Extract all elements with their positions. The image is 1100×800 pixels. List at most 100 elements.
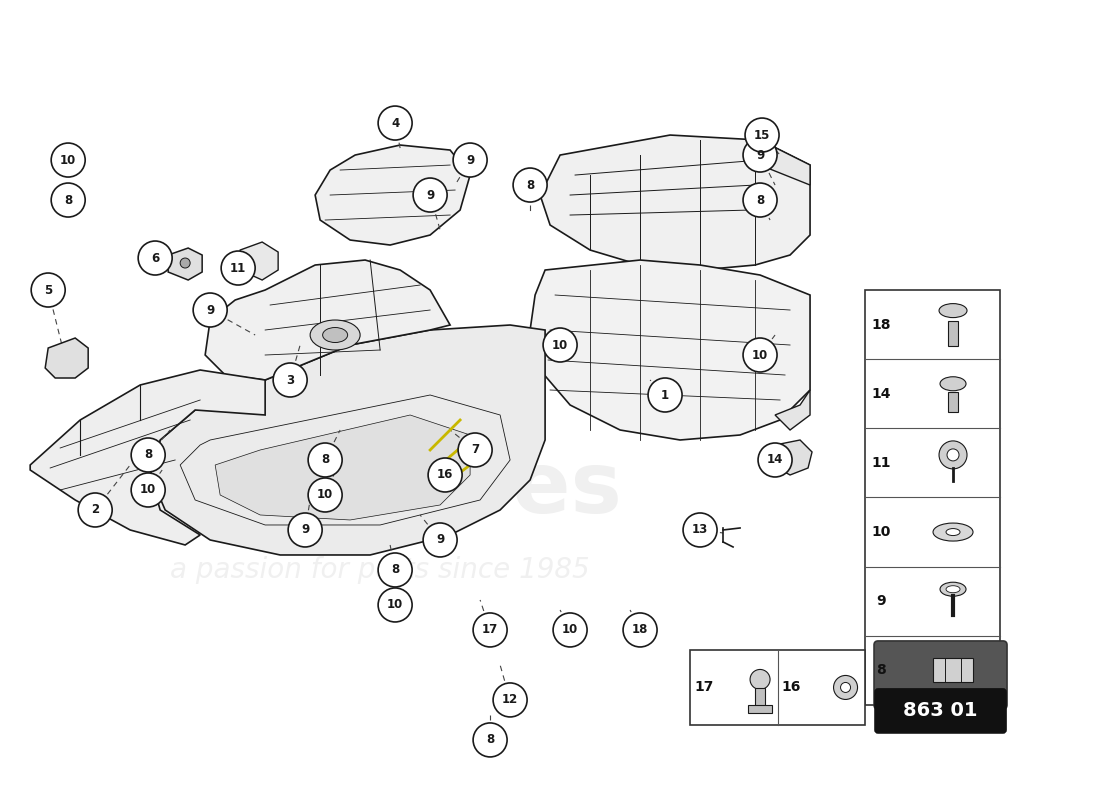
Text: 9: 9 (466, 154, 474, 166)
Text: 16: 16 (437, 469, 453, 482)
FancyBboxPatch shape (690, 650, 865, 725)
Ellipse shape (310, 320, 360, 350)
Text: 9: 9 (436, 534, 444, 546)
Circle shape (840, 682, 850, 693)
Circle shape (543, 328, 578, 362)
Polygon shape (216, 415, 470, 520)
Circle shape (453, 143, 487, 177)
Text: 18: 18 (631, 623, 648, 637)
Ellipse shape (933, 523, 974, 541)
Circle shape (180, 258, 190, 268)
Circle shape (378, 106, 412, 140)
Polygon shape (772, 440, 812, 475)
Circle shape (744, 183, 777, 217)
Polygon shape (30, 370, 265, 545)
Circle shape (683, 513, 717, 547)
Polygon shape (151, 325, 546, 555)
Circle shape (758, 443, 792, 477)
Circle shape (834, 675, 858, 699)
Text: 10: 10 (140, 483, 156, 497)
Polygon shape (776, 390, 810, 430)
Text: 9: 9 (756, 149, 764, 162)
Text: 10: 10 (317, 489, 333, 502)
FancyBboxPatch shape (948, 321, 958, 346)
Ellipse shape (940, 377, 966, 390)
FancyBboxPatch shape (874, 689, 1006, 733)
Text: 8: 8 (756, 194, 764, 206)
Text: 8: 8 (390, 563, 399, 577)
Circle shape (458, 433, 492, 467)
Text: 8: 8 (877, 663, 886, 678)
Circle shape (513, 168, 547, 202)
Text: 14: 14 (767, 454, 783, 466)
Text: 10: 10 (562, 623, 579, 637)
Text: 18: 18 (871, 318, 891, 331)
Ellipse shape (940, 582, 966, 596)
Circle shape (947, 449, 959, 461)
Text: 9: 9 (301, 523, 309, 537)
Text: eurospares: eurospares (78, 449, 623, 531)
Circle shape (473, 613, 507, 647)
Circle shape (424, 523, 458, 557)
Text: 12: 12 (502, 694, 518, 706)
Text: 1: 1 (661, 389, 669, 402)
Circle shape (939, 441, 967, 469)
Circle shape (221, 251, 255, 285)
Circle shape (553, 613, 587, 647)
Circle shape (493, 683, 527, 717)
Ellipse shape (946, 529, 960, 535)
Polygon shape (168, 248, 202, 280)
Circle shape (378, 588, 412, 622)
Polygon shape (760, 140, 810, 185)
Polygon shape (45, 338, 88, 378)
Text: 13: 13 (692, 523, 708, 537)
Circle shape (744, 338, 777, 372)
Text: 9: 9 (877, 594, 886, 608)
Text: 8: 8 (486, 734, 494, 746)
Circle shape (428, 458, 462, 492)
Circle shape (52, 183, 85, 217)
Circle shape (744, 138, 777, 172)
Text: 4: 4 (390, 117, 399, 130)
FancyBboxPatch shape (865, 290, 1000, 705)
Text: 15: 15 (754, 129, 770, 142)
FancyBboxPatch shape (755, 689, 766, 709)
Text: 3: 3 (286, 374, 294, 386)
FancyBboxPatch shape (874, 641, 1006, 709)
Text: 11: 11 (230, 262, 246, 274)
Text: 8: 8 (321, 454, 329, 466)
Circle shape (414, 178, 447, 212)
Text: 10: 10 (871, 525, 891, 539)
Text: 10: 10 (552, 338, 569, 351)
Text: 9: 9 (426, 189, 434, 202)
Circle shape (194, 293, 227, 327)
Circle shape (648, 378, 682, 412)
Text: 14: 14 (871, 386, 891, 401)
Text: 7: 7 (471, 443, 480, 457)
Circle shape (308, 443, 342, 477)
Text: 11: 11 (871, 456, 891, 470)
Circle shape (623, 613, 657, 647)
Text: 9: 9 (206, 303, 214, 317)
Polygon shape (530, 260, 810, 440)
Text: 8: 8 (526, 178, 535, 191)
FancyBboxPatch shape (748, 706, 772, 714)
Text: 8: 8 (144, 449, 152, 462)
Text: 10: 10 (752, 349, 768, 362)
Circle shape (31, 273, 65, 307)
Text: 10: 10 (387, 598, 404, 611)
Circle shape (131, 473, 165, 507)
Text: 16: 16 (782, 681, 801, 694)
Circle shape (473, 723, 507, 757)
Circle shape (750, 670, 770, 690)
Text: 6: 6 (151, 251, 160, 265)
Circle shape (288, 513, 322, 547)
Circle shape (308, 478, 342, 512)
Text: 10: 10 (60, 154, 76, 166)
Polygon shape (240, 242, 278, 280)
Circle shape (131, 438, 165, 472)
Polygon shape (540, 135, 810, 270)
Circle shape (378, 553, 412, 587)
Text: 17: 17 (482, 623, 498, 637)
Circle shape (273, 363, 307, 397)
